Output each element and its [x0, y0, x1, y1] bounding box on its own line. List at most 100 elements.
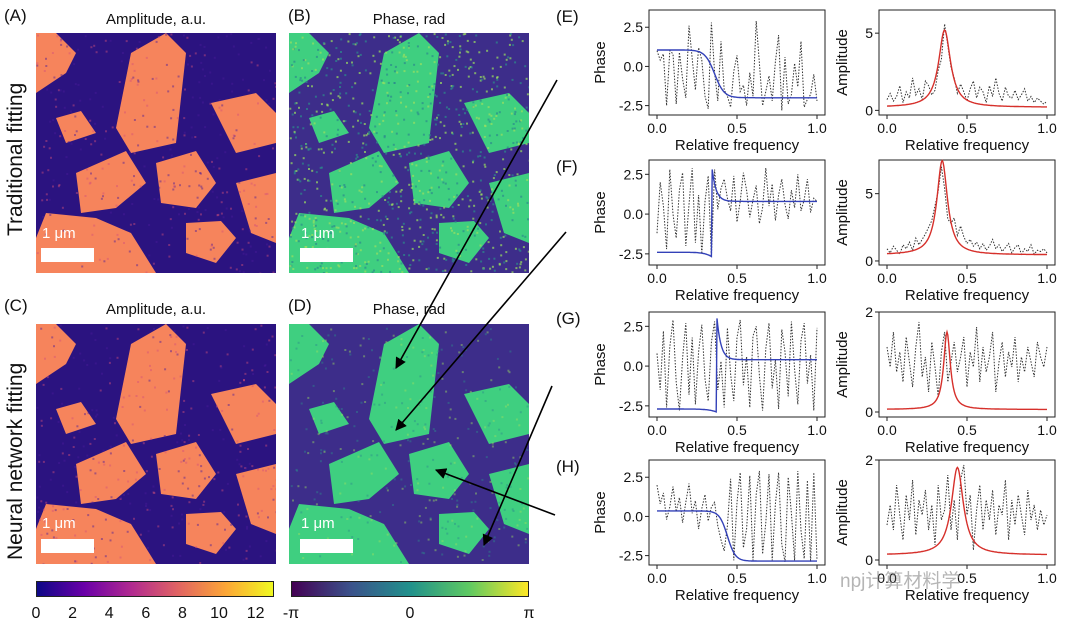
colorbar-tick-label: 0: [31, 605, 41, 622]
fit-line: [657, 169, 817, 258]
x-axis-label: Relative frequency: [675, 439, 800, 456]
y-axis-label: Amplitude: [834, 479, 851, 546]
measured-data-line: [886, 464, 1048, 551]
x-axis-label: Relative frequency: [905, 287, 1030, 304]
x-tick-label: 1.0: [807, 270, 827, 286]
watermark: npj计算材料学: [840, 571, 961, 592]
y-tick-label: 2.5: [624, 318, 644, 334]
spectrum-plot: 0.0 0.5 1.0 0 5 Relative frequency Amplitude: [834, 9, 1057, 154]
x-axis-label: Relative frequency: [905, 439, 1030, 456]
x-tick-label: 1.0: [1037, 270, 1057, 286]
y-tick-label: 5: [865, 186, 873, 202]
plot-frame: [878, 311, 1056, 418]
plot-frame: [878, 459, 1056, 566]
measured-data-line: [886, 166, 1048, 256]
map-title-b: Phase, rad: [372, 11, 446, 28]
scalebar-d: [300, 539, 353, 553]
x-tick-label: 1.0: [1037, 422, 1057, 438]
spectrum-plot: 0.0 0.5 1.0 0 2 Relative frequency Amplitude: [834, 452, 1057, 604]
y-tick-label: 0: [865, 253, 873, 269]
colorbar-tick-label: 0: [405, 605, 415, 622]
x-tick-label: 0.0: [877, 570, 897, 586]
x-tick-label: 0.0: [647, 120, 667, 136]
y-axis-label: Amplitude: [834, 29, 851, 96]
y-tick-label: -2.5: [619, 398, 643, 414]
colorbar-tick-label: 8: [178, 605, 187, 622]
y-tick-label: 2: [865, 304, 873, 320]
x-tick-label: 0.0: [647, 270, 667, 286]
measured-data-line: [656, 319, 818, 411]
y-tick-label: 2: [865, 452, 873, 468]
colorbar-tick-label: 12: [246, 605, 265, 622]
colorbar-tick-label: 4: [104, 605, 114, 622]
y-tick-label: 0: [865, 102, 873, 118]
plot-frame: [648, 159, 826, 266]
fit-line: [657, 510, 817, 562]
x-tick-label: 0.0: [877, 120, 897, 136]
panel-letter-c: (C): [4, 296, 28, 315]
scalebar-a: [41, 248, 94, 262]
x-axis-label: Relative frequency: [905, 587, 1030, 604]
y-axis-label: Amplitude: [834, 331, 851, 398]
x-tick-label: 0.5: [727, 570, 747, 586]
panel-letter: (G): [556, 309, 581, 328]
x-tick-label: 0.5: [727, 270, 747, 286]
colorbar-tick-label: 6: [141, 605, 151, 622]
scalebar-label-a: 1 μm: [42, 225, 76, 242]
x-tick-label: 1.0: [807, 570, 827, 586]
y-tick-label: 2.5: [624, 19, 644, 35]
panel-letter-d: (D): [288, 296, 312, 315]
x-axis-label: Relative frequency: [675, 137, 800, 154]
y-axis-label: Phase: [592, 191, 609, 234]
y-tick-label: -2.5: [619, 246, 643, 262]
spectrum-plot: 0.0 0.5 1.0 0 5 Relative frequency Amplitude: [834, 159, 1057, 304]
y-tick-label: 2.5: [624, 469, 644, 485]
fit-line: [887, 29, 1047, 108]
fit-line: [886, 329, 1047, 411]
x-tick-label: 1.0: [807, 120, 827, 136]
x-axis-label: Relative frequency: [905, 137, 1030, 154]
y-tick-label: 0: [865, 552, 873, 568]
y-tick-label: 0.0: [624, 58, 644, 74]
y-tick-label: 0.0: [624, 358, 644, 374]
plot-frame: [648, 459, 826, 566]
x-axis-label: Relative frequency: [675, 587, 800, 604]
scalebar-label-b: 1 μm: [301, 225, 335, 242]
y-axis-label: Amplitude: [834, 179, 851, 246]
panel-letter: (H): [556, 457, 580, 476]
phase-colorbar: [291, 581, 529, 597]
y-tick-label: 0.0: [624, 206, 644, 222]
y-axis-label: Phase: [592, 491, 609, 534]
x-tick-label: 0.0: [647, 570, 667, 586]
y-axis-label: Phase: [592, 343, 609, 386]
colorbar-tick-label: 10: [210, 605, 228, 622]
x-tick-label: 1.0: [1037, 120, 1057, 136]
panel-letter: (F): [556, 157, 578, 176]
colorbar-tick-label: 2: [68, 605, 78, 622]
amplitude-map-traditional: [36, 33, 276, 273]
y-tick-label: 2.5: [624, 166, 644, 182]
panel-letter-b: (B): [288, 6, 311, 25]
measured-data-line: [886, 23, 1048, 105]
x-tick-label: 0.5: [957, 270, 977, 286]
y-tick-label: 0: [865, 404, 873, 420]
x-tick-label: 0.5: [957, 422, 977, 438]
spectrum-plot: 0.0 0.5 1.0 0 2 Relative frequency Amplitude: [834, 304, 1057, 456]
measured-data-line: [886, 321, 1048, 398]
x-axis-label: Relative frequency: [675, 287, 800, 304]
y-axis-label: Phase: [592, 41, 609, 84]
x-tick-label: 1.0: [1037, 570, 1057, 586]
y-tick-label: 0.0: [624, 508, 644, 524]
fit-line: [887, 466, 1047, 556]
panel-letter: (E): [556, 7, 579, 26]
amplitude-map-neural: [36, 324, 276, 564]
y-tick-label: -2.5: [619, 98, 643, 114]
plot-frame: [648, 9, 826, 116]
colorbar-tick-label: -π: [282, 605, 300, 622]
fit-line: [657, 49, 817, 99]
